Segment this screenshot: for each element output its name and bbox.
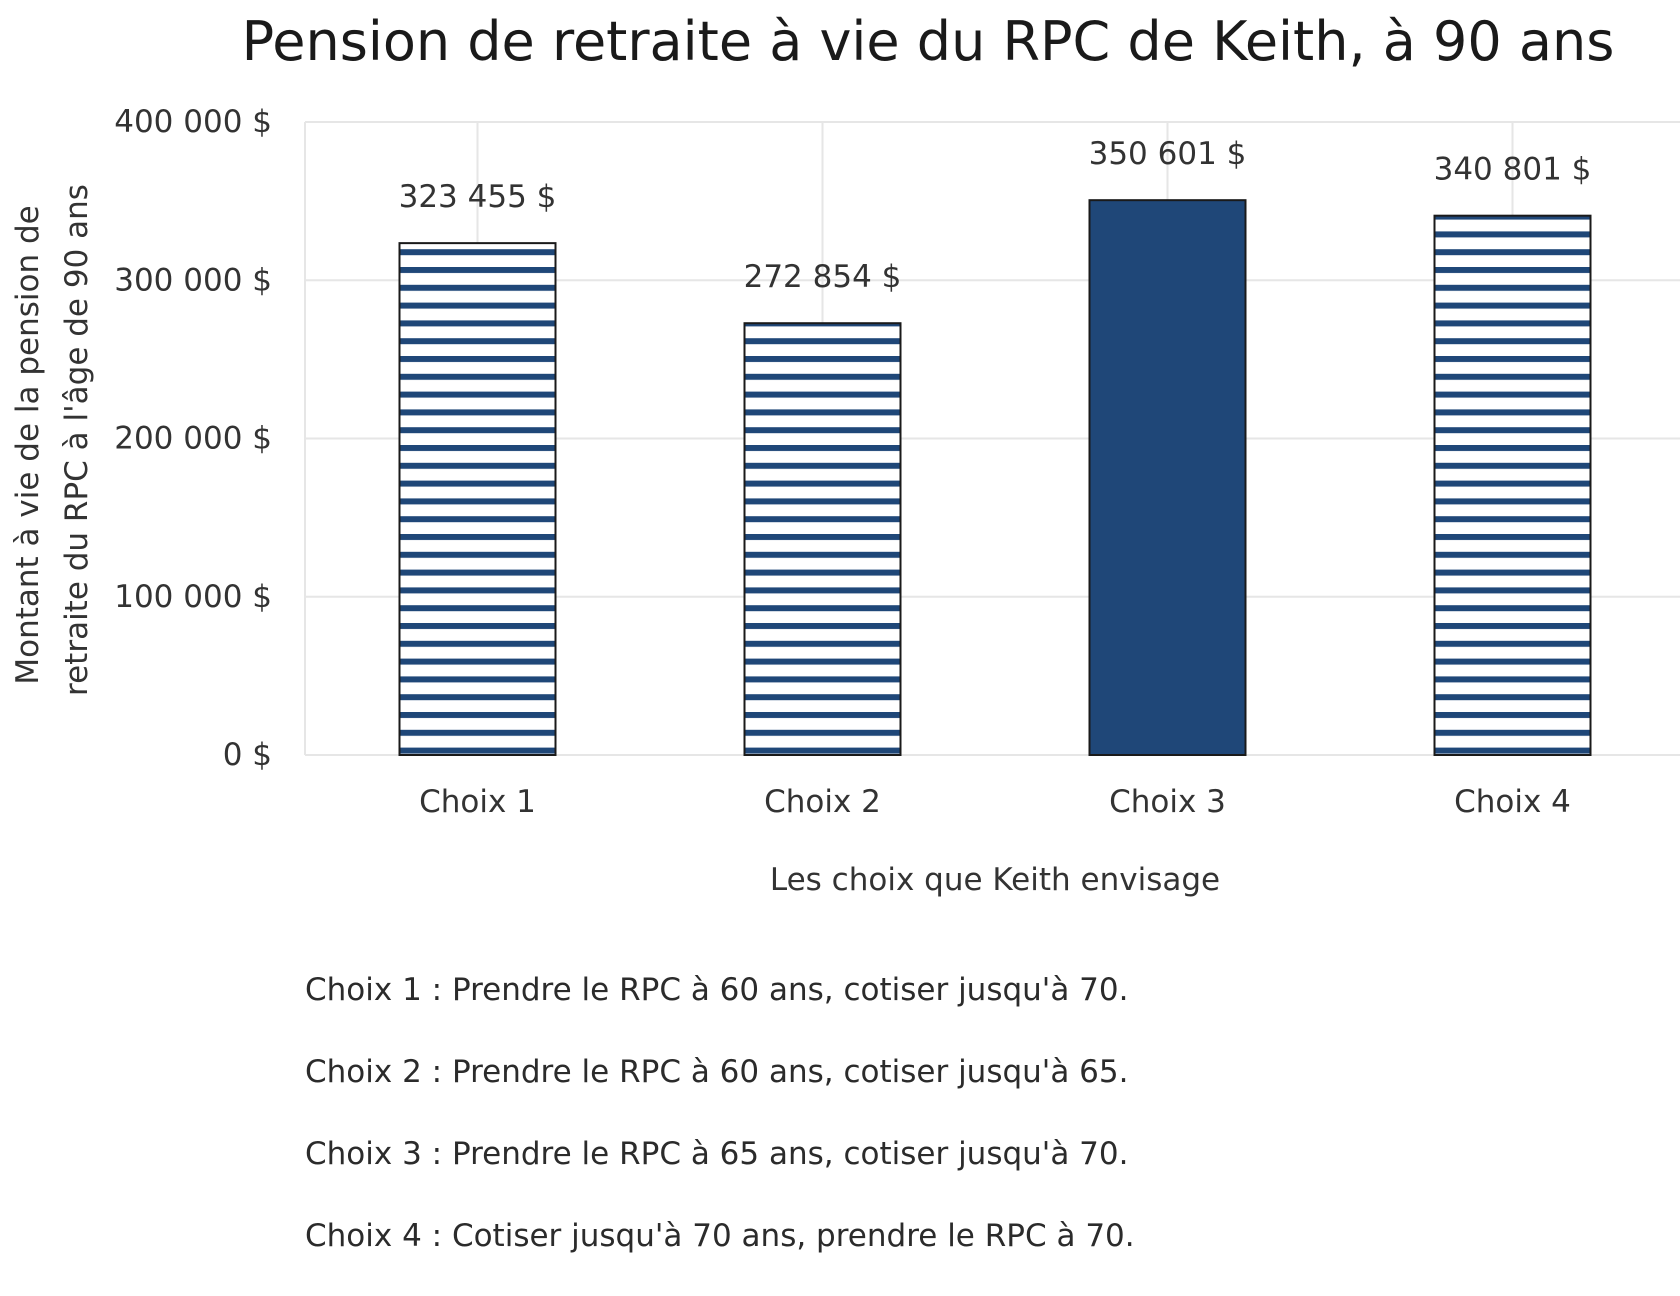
y-axis-title-line-1: Montant à vie de la pension de [10,205,46,684]
data-label-choix-3: 350 601 $ [1089,136,1247,172]
y-tick-label-1: 100 000 $ [114,579,272,615]
x-tick-label-choix-4: Choix 4 [1454,784,1571,820]
bar-chart: Pension de retraite à vie du RPC de Keit… [10,10,1680,898]
y-tick-label-2: 200 000 $ [114,421,272,457]
x-tick-label-choix-2: Choix 2 [764,784,881,820]
bar-choix-3 [1088,199,1247,757]
y-axis-title-line-2: retraite du RPC à l'âge de 90 ans [59,184,95,696]
choice-notes: Choix 1 : Prendre le RPC à 60 ans, cotis… [305,968,1135,1296]
x-axis-title: Les choix que Keith envisage [770,862,1220,898]
bar-choix-4 [1433,214,1592,756]
y-tick-label-3: 300 000 $ [114,262,272,298]
x-tick-label-choix-3: Choix 3 [1109,784,1226,820]
y-tick-label-0: 0 $ [223,737,272,773]
y-tick-label-4: 400 000 $ [114,104,272,140]
bar-choix-1 [398,242,557,756]
choice-note-2: Choix 2 : Prendre le RPC à 60 ans, cotis… [305,1054,1129,1090]
chart-title: Pension de retraite à vie du RPC de Keit… [242,10,1615,73]
x-tick-label-choix-1: Choix 1 [419,784,536,820]
y-axis-title: Montant à vie de la pension de retraite … [10,184,95,696]
bar-choix-2 [743,322,902,756]
choice-note-1: Choix 1 : Prendre le RPC à 60 ans, cotis… [305,972,1129,1008]
choice-note-4: Choix 4 : Cotiser jusqu'à 70 ans, prendr… [305,1218,1135,1254]
choice-note-3: Choix 3 : Prendre le RPC à 65 ans, cotis… [305,1136,1129,1172]
data-label-choix-2: 272 854 $ [744,259,902,295]
data-label-choix-1: 323 455 $ [399,179,557,215]
data-label-choix-4: 340 801 $ [1434,152,1592,188]
